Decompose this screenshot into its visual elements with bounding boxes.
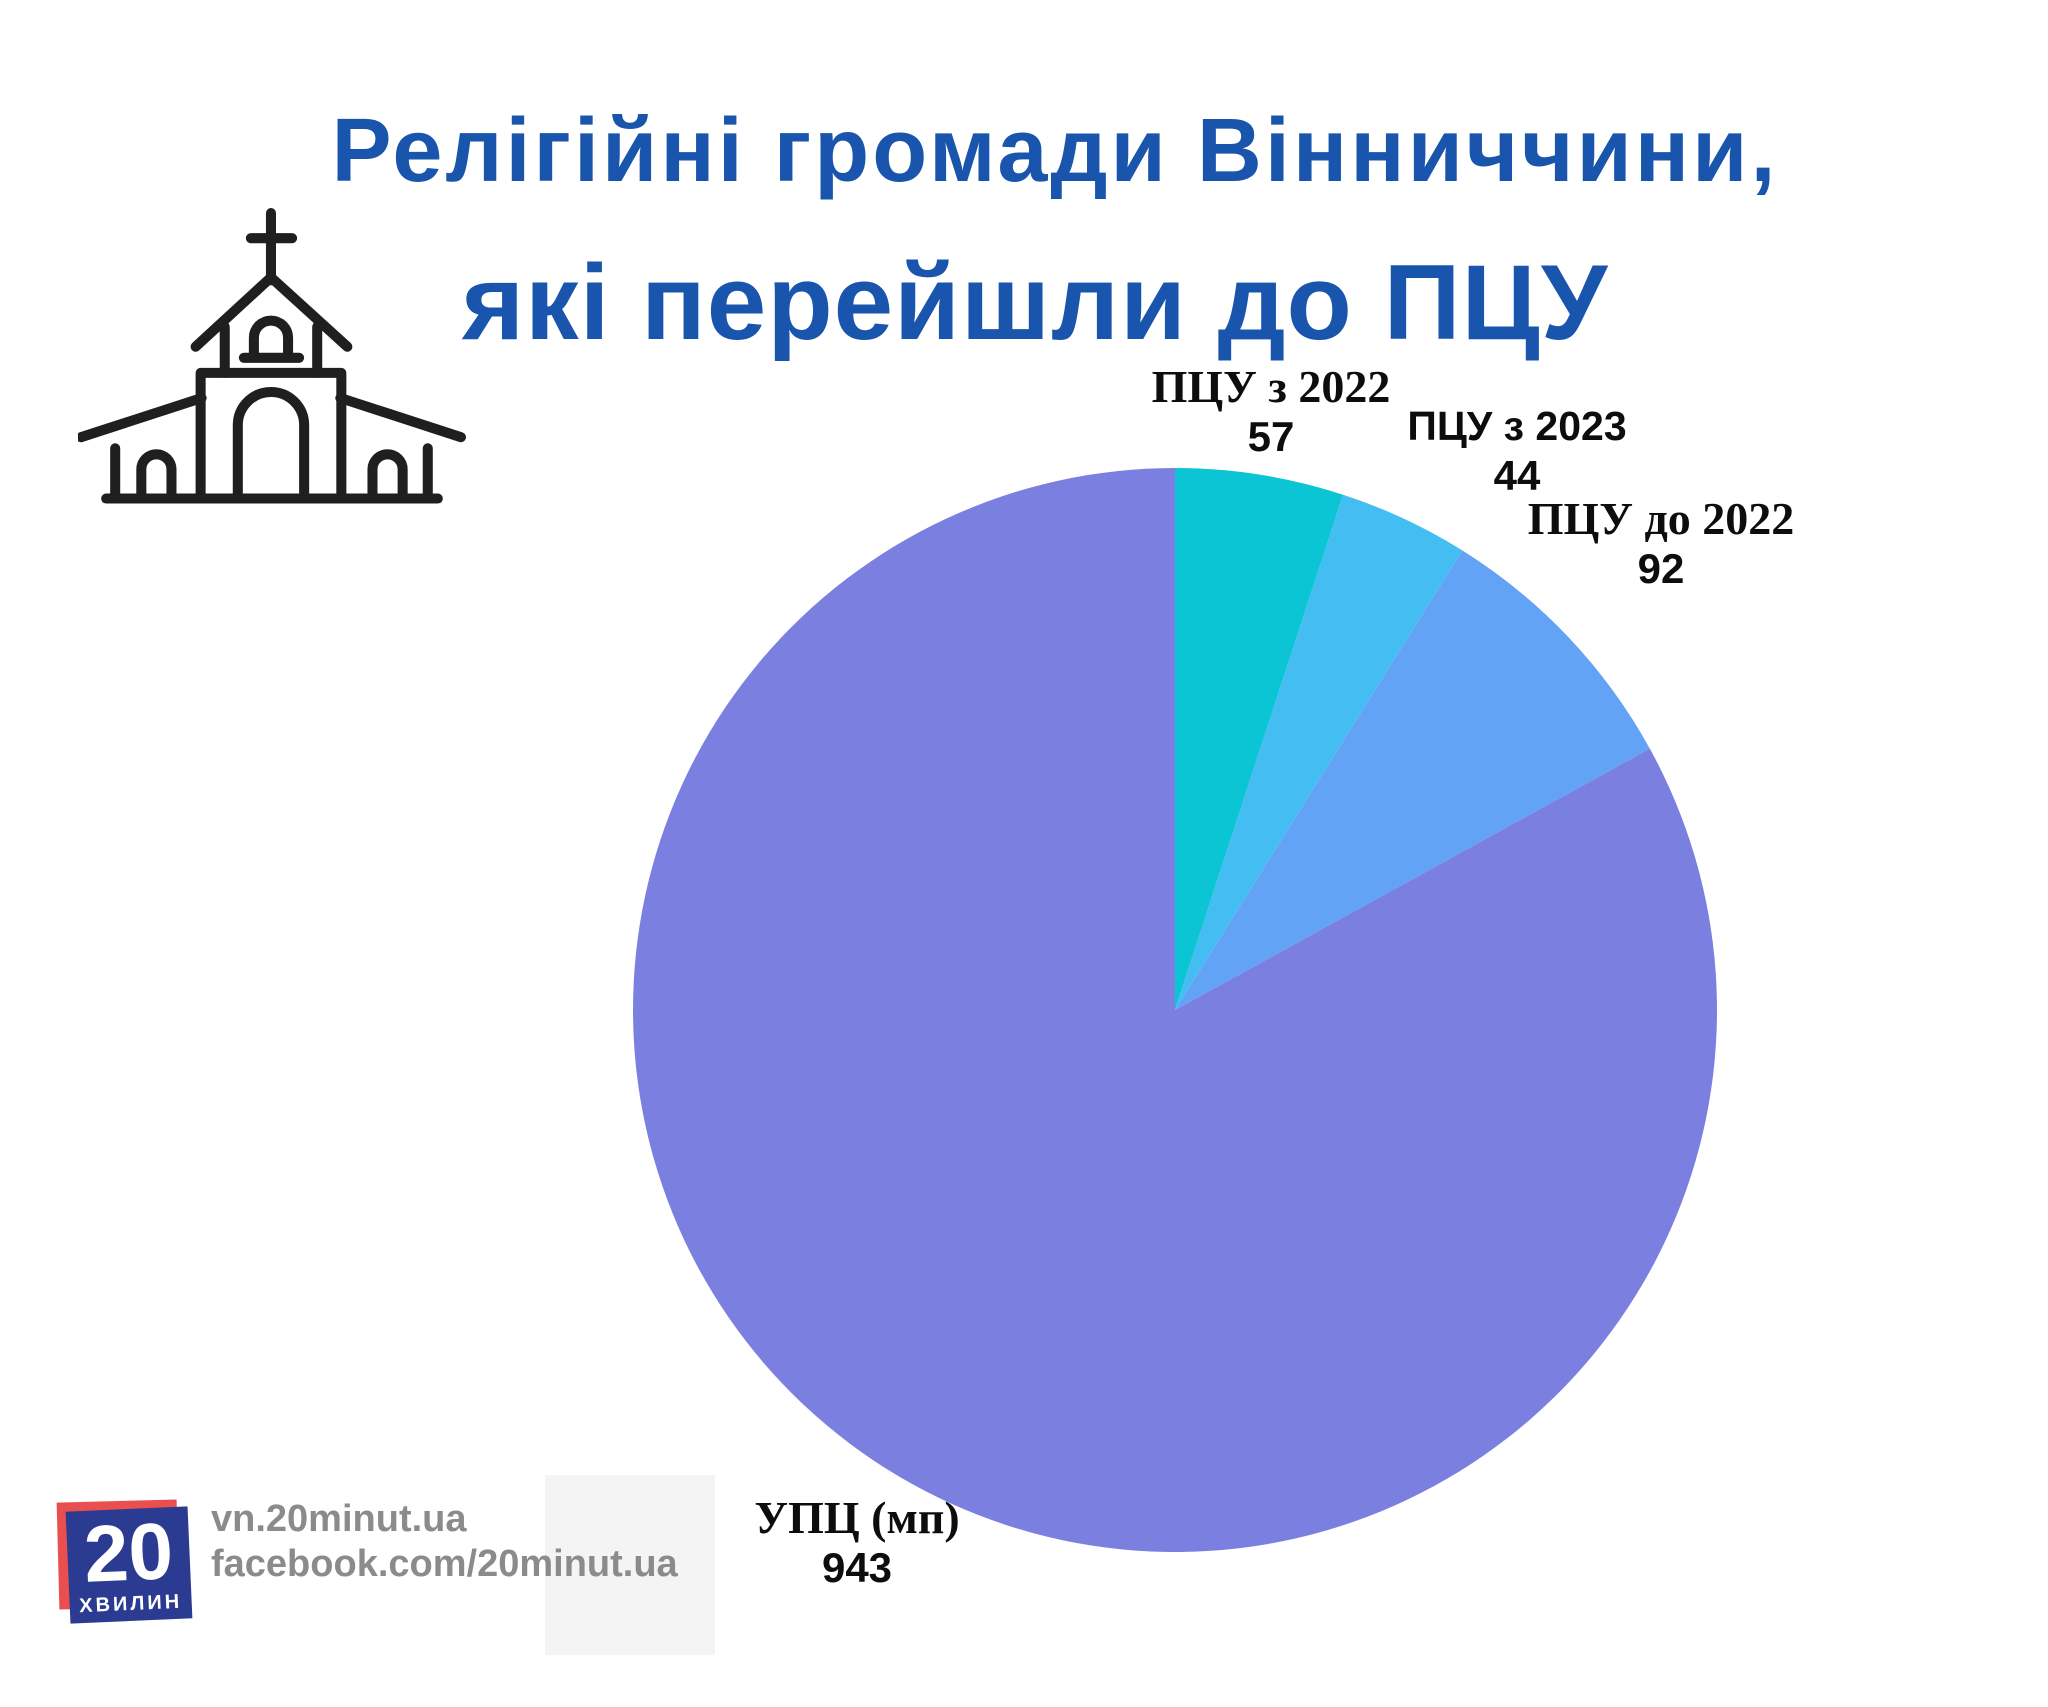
watermark-block [545, 1475, 715, 1655]
slice-value: 57 [1247, 413, 1295, 460]
slice-label-pcu-z-2023: ПЦУ з 2023 44 [1407, 401, 1626, 501]
pie-slice [1175, 494, 1463, 1010]
pie-chart [625, 460, 1725, 1560]
slice-name: ПЦУ з 2022 [1151, 361, 1391, 412]
slice-label-pcu-z-2022: ПЦУ з 2022 57 [1152, 362, 1391, 462]
logo-blue-box: 20 ХВИЛИН [65, 1506, 193, 1624]
logo-word: ХВИЛИН [78, 1590, 183, 1618]
slice-value: 92 [1637, 545, 1685, 592]
slice-label-upc-mp: УПЦ (мп) 943 [754, 1493, 959, 1593]
facebook-url: facebook.com/20minut.ua [211, 1543, 678, 1585]
pie-slice [633, 468, 1718, 1553]
slice-name: УПЦ (мп) [754, 1492, 960, 1543]
slice-value: 44 [1493, 452, 1541, 499]
slice-value: 943 [821, 1544, 893, 1591]
pie-slice [1175, 468, 1344, 1010]
church-icon [75, 200, 470, 512]
page-title-line1: Релігійні громади Вінниччини, [331, 101, 1779, 201]
site-url: vn.20minut.ua [211, 1498, 467, 1540]
pie-slice [1175, 550, 1650, 1010]
slice-name: ПЦУ до 2022 [1527, 493, 1795, 544]
slice-label-pcu-do-2022: ПЦУ до 2022 92 [1528, 494, 1795, 594]
page-title-line2: які перейшли до ПЦУ [461, 242, 1609, 362]
brand-logo: 20 ХВИЛИН [56, 1498, 198, 1633]
logo-number: 20 [82, 1506, 175, 1599]
slice-name: ПЦУ з 2023 [1407, 403, 1627, 449]
